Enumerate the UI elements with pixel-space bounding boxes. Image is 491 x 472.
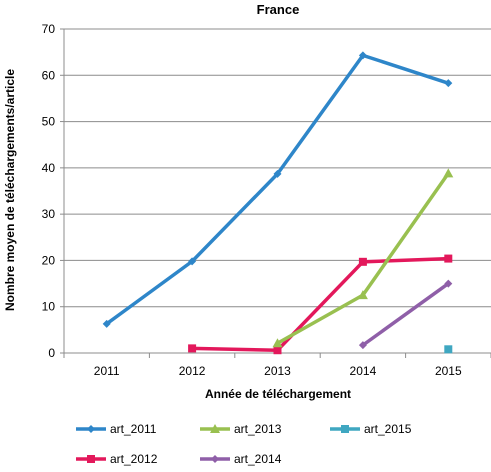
x-tick-label: 2011	[94, 364, 120, 378]
y-tick-label: 70	[42, 22, 56, 36]
legend-label: art_2013	[234, 422, 282, 436]
data-point-art_2011	[188, 257, 197, 266]
x-tick-label: 2015	[435, 364, 462, 378]
legend-item-art_2014: art_2014	[200, 452, 282, 466]
x-tick-label: 2014	[350, 364, 377, 378]
data-point-art_2013	[357, 290, 368, 300]
data-point-art_2013	[443, 168, 454, 178]
grid-lines	[64, 28, 491, 308]
y-axis-label: Nombre moyen de téléchargements/article	[3, 69, 17, 311]
series-line-art_2014	[361, 282, 450, 347]
series-art_2012	[188, 254, 453, 355]
legend-marker	[210, 424, 220, 433]
legend-item-art_2015: art_2015	[330, 422, 412, 436]
data-point-art_2013	[272, 338, 283, 348]
legend-marker	[87, 455, 95, 463]
y-tick-label: 40	[42, 161, 56, 175]
series-art_2015	[444, 345, 453, 354]
series-art_2013	[272, 168, 454, 348]
data-point-art_2011	[273, 169, 282, 178]
legend-item-art_2012: art_2012	[76, 452, 158, 466]
series-line-art_2012	[192, 256, 449, 352]
legend-label: art_2012	[110, 452, 158, 466]
legend-label: art_2014	[234, 452, 282, 466]
legend-marker	[341, 425, 349, 433]
legend-item-art_2011: art_2011	[76, 422, 157, 436]
series-layer	[102, 51, 454, 355]
y-tick-label: 30	[42, 207, 56, 221]
chart-title: France	[257, 2, 300, 17]
data-point-art_2011	[444, 79, 453, 88]
legend-label: art_2015	[364, 422, 412, 436]
data-point-art_2012	[188, 344, 197, 353]
y-tick-label: 10	[42, 300, 56, 314]
data-point-art_2012	[358, 257, 367, 266]
series-art_2014	[358, 279, 453, 350]
y-tick-label: 0	[48, 346, 55, 360]
data-point-art_2014	[358, 341, 367, 350]
y-tick-label: 50	[42, 115, 56, 129]
legend: art_2011 art_2012 art_2013 art_2014 art_2015	[76, 422, 412, 466]
data-point-art_2012	[273, 346, 282, 355]
series-line-art_2011	[105, 53, 449, 326]
x-axis-label: Année de téléchargement	[205, 387, 351, 401]
legend-label: art_2011	[110, 422, 157, 436]
x-tick-label: 2012	[179, 364, 206, 378]
legend-marker	[87, 425, 95, 433]
data-point-art_2015	[444, 345, 453, 354]
data-point-art_2012	[444, 254, 453, 263]
x-tick-label: 2013	[264, 364, 291, 378]
data-point-art_2014	[444, 279, 453, 288]
y-tick-label: 20	[42, 253, 56, 267]
series-art_2011	[102, 51, 453, 328]
legend-item-art_2013: art_2013	[200, 422, 282, 436]
data-point-art_2011	[102, 319, 111, 328]
data-point-art_2011	[358, 51, 367, 60]
y-tick-label: 60	[42, 68, 56, 82]
legend-marker	[211, 455, 219, 463]
axes: 0 10 20 30 40 50 60 70 2011 2012 2013 2014 2015	[42, 22, 491, 378]
